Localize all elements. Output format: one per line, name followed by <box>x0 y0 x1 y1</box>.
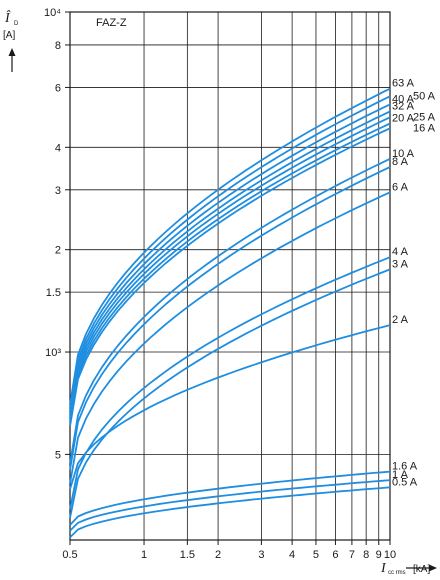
y-tick-label: 2 <box>55 245 61 257</box>
series-line <box>69 479 391 532</box>
series-line <box>69 486 391 539</box>
y-tick-label: 3 <box>55 185 61 197</box>
series-line <box>69 103 391 413</box>
x-tick-label: 9 <box>376 549 382 561</box>
series-line <box>69 166 391 471</box>
series-label: 63 A <box>392 78 415 90</box>
x-axis-symbol: I <box>380 561 387 576</box>
series-line <box>69 122 391 423</box>
series-label: 1.6 A <box>392 461 418 473</box>
y-tick-label: 4 <box>55 142 61 154</box>
series-label: 2 A <box>392 314 409 326</box>
y-axis-title: Î D [A] <box>3 9 19 72</box>
series-label: 20 A <box>392 112 415 124</box>
y-tick-label: 5 <box>55 449 61 461</box>
series-line <box>69 95 391 410</box>
y-tick-label: 6 <box>55 82 61 94</box>
x-tick-label: 5 <box>313 549 319 561</box>
series-label: 3 A <box>392 258 409 270</box>
series-line <box>69 110 391 416</box>
y-tick-label: 1.5 <box>46 287 61 299</box>
x-axis-title: I cc rms [kA] <box>380 561 437 576</box>
series-label: 50 A <box>413 90 436 102</box>
x-axis-arrow-icon <box>406 564 437 572</box>
x-axis-subscript: cc rms <box>388 570 406 576</box>
y-axis-subscript: D <box>14 21 19 27</box>
series-label: 32 A <box>392 100 415 112</box>
y-tick-label: 8 <box>55 40 61 52</box>
panel-label: FAZ-Z <box>96 17 127 29</box>
series-label: 1 A <box>392 469 409 481</box>
x-tick-label: 3 <box>258 549 264 561</box>
x-tick-label: 1.5 <box>180 549 195 561</box>
series-label: 0.5 A <box>392 476 418 488</box>
x-tick-label: 2 <box>215 549 221 561</box>
x-tick-label: 4 <box>289 549 295 561</box>
chart-grid <box>65 11 391 545</box>
series-line <box>69 157 391 464</box>
series-line <box>69 256 391 510</box>
series-line <box>69 116 391 420</box>
chart-series-labels: 63 A50 A40 A32 A25 A20 A16 A 10 A8 A 6 A 4 … <box>392 78 436 489</box>
series-line <box>69 470 391 526</box>
series-label: 16 A <box>413 122 436 134</box>
series-line <box>69 127 391 427</box>
series-label: 25 A <box>413 111 436 123</box>
x-tick-label: 10 <box>384 549 396 561</box>
y-tick-label: 10⁴ <box>44 7 61 19</box>
series-label: 10 A <box>392 148 415 160</box>
x-tick-label: 6 <box>332 549 338 561</box>
x-tick-label: 8 <box>363 549 369 561</box>
x-tick-label: 0.5 <box>62 549 77 561</box>
x-tick-label: 7 <box>349 549 355 561</box>
series-label: 8 A <box>392 156 409 168</box>
y-axis-symbol: Î <box>4 9 11 26</box>
series-label: 6 A <box>392 181 409 193</box>
x-axis-unit: [kA] <box>413 564 430 575</box>
plot-frame <box>69 11 391 541</box>
series-line <box>69 191 391 484</box>
series-line <box>69 324 391 490</box>
series-label: 40 A <box>392 93 415 105</box>
y-axis-unit: [A] <box>3 30 15 41</box>
series-line <box>69 87 391 405</box>
y-axis-arrow-icon <box>8 48 16 72</box>
chart-series <box>69 87 391 539</box>
y-tick-label: 10³ <box>45 347 61 359</box>
series-label: 4 A <box>392 246 409 258</box>
x-tick-label: 1 <box>141 549 147 561</box>
series-line <box>69 268 391 519</box>
